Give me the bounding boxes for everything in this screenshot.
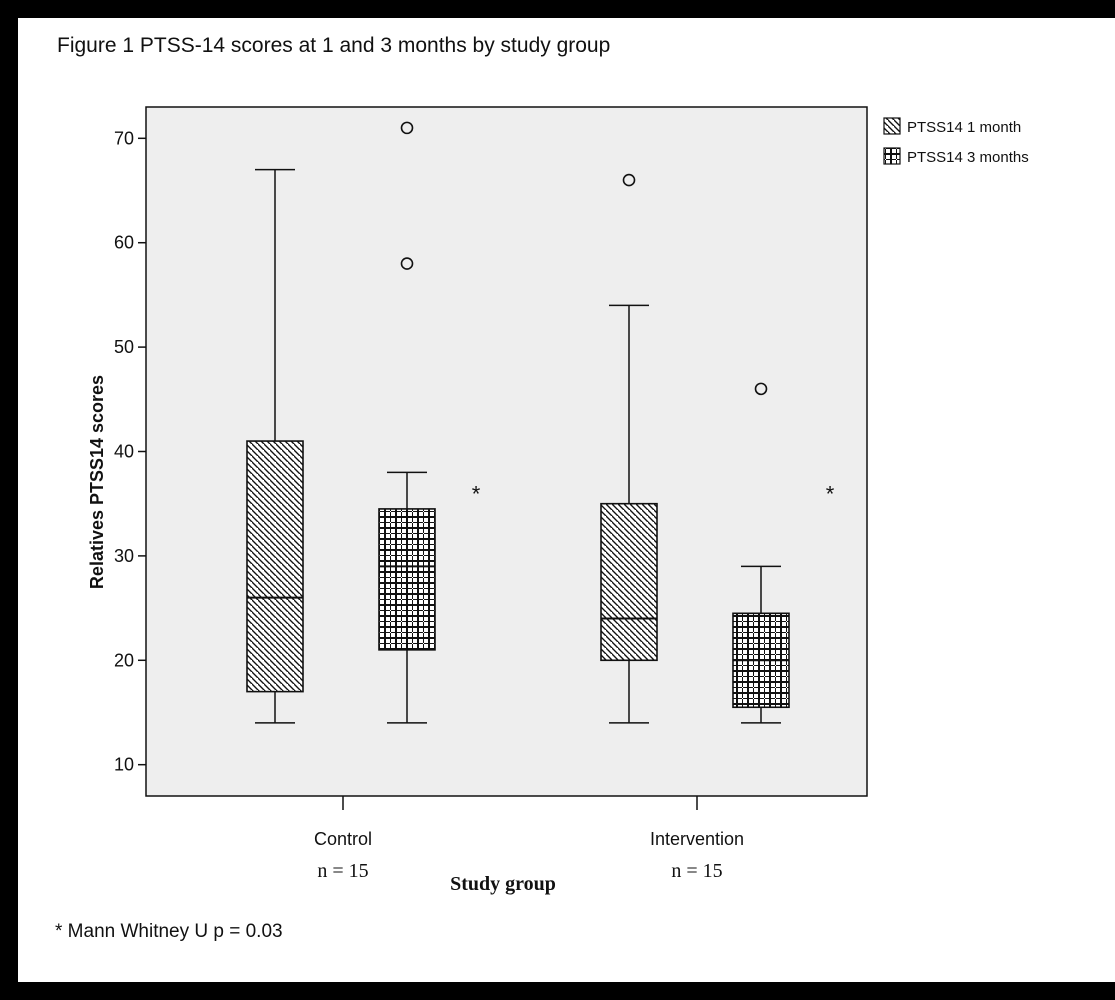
y-tick-label: 20 (114, 650, 134, 670)
outlier-point (400, 121, 414, 135)
outlier-point (400, 257, 414, 270)
significance-marker: * (826, 482, 835, 507)
box-plot (246, 168, 304, 724)
y-tick-label: 50 (114, 337, 134, 357)
y-tick-label: 40 (114, 442, 134, 462)
box-series: * * (246, 121, 835, 724)
outlier-point (754, 382, 768, 396)
significance-marker: * (472, 482, 481, 507)
y-tick-label: 60 (114, 233, 134, 253)
y-tick-label: 70 (114, 128, 134, 148)
legend-swatch (883, 147, 901, 165)
legend-label: PTSS14 3 months (907, 149, 1029, 166)
legend: PTSS14 1 month PTSS14 3 months (883, 117, 1029, 166)
box-plot (732, 382, 790, 724)
box-iqr (378, 508, 436, 651)
y-axis: 10 20 30 40 50 60 70 (114, 128, 146, 775)
y-tick-label: 30 (114, 546, 134, 566)
legend-swatch (883, 117, 901, 135)
sample-size-label: n = 15 (317, 860, 368, 882)
box-plot (600, 173, 658, 724)
legend-label: PTSS14 1 month (907, 119, 1021, 136)
figure-title: Figure 1 PTSS-14 scores at 1 and 3 month… (57, 34, 610, 57)
box-iqr (246, 440, 304, 693)
outlier-point (622, 173, 636, 187)
category-label: Control (314, 829, 372, 849)
box-iqr (600, 502, 658, 662)
y-axis-title: Relatives PTSS14 scores (87, 375, 107, 589)
x-axis: Control n = 15 Intervention n = 15 (314, 796, 744, 882)
y-tick-label: 10 (114, 755, 134, 775)
category-label: Intervention (650, 829, 744, 849)
box-plot (378, 121, 436, 724)
sample-size-label: n = 15 (671, 860, 722, 882)
footnote: * Mann Whitney U p = 0.03 (55, 921, 283, 942)
x-axis-title: Study group (450, 873, 556, 895)
